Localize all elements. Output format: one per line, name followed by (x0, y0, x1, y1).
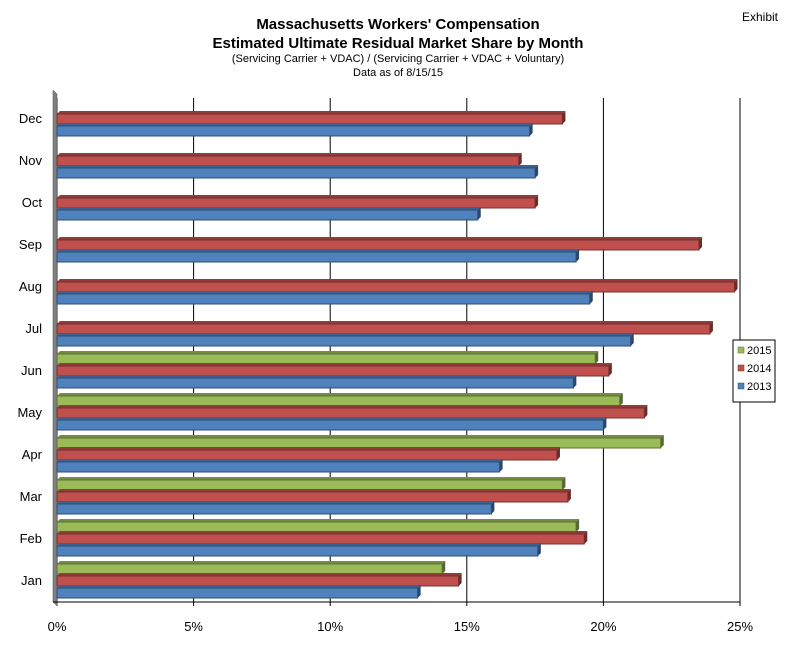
bar-2014-Aug (56, 279, 738, 293)
category-label: Aug (19, 279, 42, 294)
bar-2013-Feb (56, 543, 541, 557)
bar-2015-Feb (56, 519, 580, 533)
category-label: Oct (22, 195, 43, 210)
legend: 2015 2014 2013 (732, 339, 776, 403)
legend-swatch (737, 364, 745, 372)
legend-entry-2013: 2013 (747, 381, 771, 393)
legend-entry-2015: 2015 (747, 345, 771, 357)
bar-2013-Mar (56, 501, 495, 515)
x-tick-label: 15% (454, 619, 480, 634)
bar-2013-Jun (56, 375, 577, 389)
legend-swatch (737, 382, 745, 390)
bar-2015-May (56, 393, 623, 407)
x-tick-label: 5% (184, 619, 203, 634)
x-tick-label: 0% (48, 619, 67, 634)
bars (56, 111, 738, 599)
category-label: Jun (21, 363, 42, 378)
category-label: Jan (21, 573, 42, 588)
bar-2013-Jul (56, 333, 634, 347)
chart-subtitle: (Servicing Carrier + VDAC) / (Servicing … (231, 53, 565, 65)
bar-2014-Feb (56, 531, 588, 545)
chart-title-line2: Estimated Ultimate Residual Market Share… (212, 35, 584, 52)
legend-swatch (737, 346, 745, 354)
bar-2014-Jan (56, 573, 462, 587)
bar-2014-Jul (56, 321, 713, 335)
category-label: Apr (22, 447, 43, 462)
bar-2013-Dec (56, 123, 533, 137)
x-tick-label: 20% (590, 619, 616, 634)
bar-2015-Jun (56, 351, 599, 365)
category-label: Dec (19, 111, 43, 126)
category-label: Jul (25, 321, 42, 336)
bar-2013-Aug (56, 291, 593, 305)
category-label: Nov (19, 153, 43, 168)
bar-2014-Jun (56, 363, 612, 377)
bar-2014-May (56, 405, 648, 419)
chart-wall (52, 89, 58, 607)
category-label: Mar (20, 489, 43, 504)
bar-2014-Mar (56, 489, 571, 503)
bar-2015-Jan (56, 561, 446, 575)
category-label: May (17, 405, 42, 420)
axes: 0% 5% 10% 15% 20% 25% Jan Feb Mar Apr May Jun Jul Aug… (17, 111, 753, 634)
bar-2014-Sep (56, 237, 703, 251)
bar-2015-Apr (56, 435, 664, 449)
category-label: Feb (20, 531, 42, 546)
bar-2014-Apr (56, 447, 560, 461)
bar-2013-Nov (56, 165, 539, 179)
chart-title-line1: Massachusetts Workers' Compensation (256, 16, 540, 33)
bar-2013-Oct (56, 207, 481, 221)
bar-2013-May (56, 417, 607, 431)
axis-wall (52, 89, 58, 607)
bar-2013-Apr (56, 459, 503, 473)
legend-entry-2014: 2014 (747, 363, 771, 375)
category-label: Sep (19, 237, 42, 252)
bar-2015-Mar (56, 477, 566, 491)
x-tick-label: 10% (317, 619, 343, 634)
bar-2014-Oct (56, 195, 539, 209)
bar-2013-Sep (56, 249, 580, 263)
x-tick-label: 25% (727, 619, 753, 634)
bar-2014-Nov (56, 153, 522, 167)
bar-2013-Jan (56, 585, 421, 599)
exhibit-label: Exhibit (741, 10, 778, 24)
bar-2014-Dec (56, 111, 566, 125)
data-as-of-note: Data as of 8/15/15 (353, 67, 443, 79)
